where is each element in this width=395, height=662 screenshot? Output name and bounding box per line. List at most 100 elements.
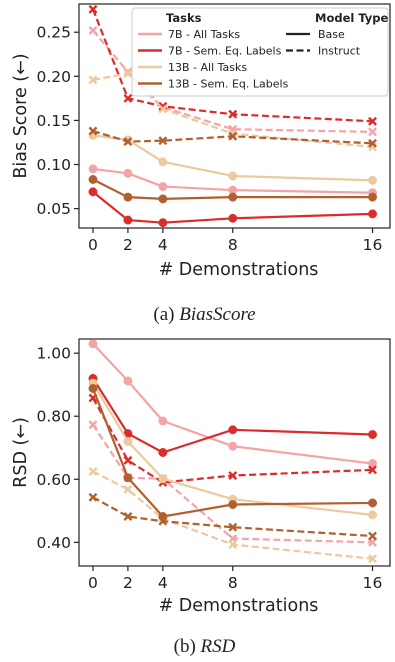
- chart-2: 0.40 0.60 0.80 1.00 0 2 4 8 16 # Demonstrations RS…: [11, 338, 391, 657]
- data-point-x: [368, 127, 377, 137]
- data-point-circle: [123, 473, 133, 483]
- series-7b-all-tasks-base: [88, 164, 377, 198]
- chart-caption: (b) RSD: [174, 636, 236, 657]
- series-7b-sem-eq-labels-instruct: [88, 393, 377, 487]
- data-point-circle: [368, 175, 377, 185]
- data-point-x: [88, 466, 98, 476]
- x-tick-label: 4: [158, 574, 168, 592]
- data-point-circle: [88, 175, 98, 184]
- series-7b-all-tasks-base: [88, 339, 377, 468]
- legend: Tasks Model Type 7B - All Tasks 7B - Sem. E…: [131, 7, 389, 97]
- x-tick-label: 2: [123, 236, 133, 254]
- x-tick-label: 16: [363, 574, 383, 592]
- data-point-x: [123, 69, 133, 79]
- data-point-circle: [158, 182, 168, 192]
- series-13b-sem-eq-labels-instruct: [88, 126, 377, 148]
- y-tick-label: 0.20: [36, 68, 71, 86]
- data-point-x: [228, 522, 238, 532]
- data-point-x: [228, 109, 238, 119]
- data-point-circle: [88, 339, 98, 349]
- x-axis-label: # Demonstrations: [159, 596, 319, 616]
- data-point-circle: [228, 500, 238, 509]
- data-point-circle: [228, 213, 238, 223]
- data-point-x: [88, 492, 98, 502]
- x-axis-label: # Demonstrations: [159, 260, 319, 280]
- caption-prefix: (a): [153, 304, 179, 325]
- axes-frame: [78, 3, 391, 229]
- legend-entry-label: 13B - All Tasks: [168, 61, 247, 74]
- data-point-circle: [368, 192, 377, 202]
- x-tick-label: 4: [158, 236, 168, 254]
- y-tick-label: 0.60: [36, 471, 71, 489]
- data-point-x: [228, 540, 238, 550]
- x-tick-label: 0: [88, 574, 98, 592]
- data-point-x: [123, 137, 133, 147]
- series-13b-sem-eq-labels-base: [88, 384, 377, 521]
- data-point-circle: [158, 448, 168, 457]
- y-tick-label: 0.80: [36, 408, 71, 426]
- data-point-x: [123, 484, 133, 494]
- y-tick-label: 1.00: [36, 345, 71, 363]
- data-point-circle: [368, 510, 377, 520]
- legend-title-model-type: Model Type: [315, 11, 389, 25]
- data-point-circle: [158, 218, 168, 228]
- data-point-circle: [228, 192, 238, 202]
- x-tick-label: 0: [88, 236, 98, 254]
- legend-entry-label: 7B - All Tasks: [168, 28, 240, 41]
- data-point-circle: [228, 425, 238, 435]
- series-7b-sem-eq-labels-base: [88, 187, 377, 228]
- series-13b-sem-eq-labels-instruct: [88, 492, 377, 541]
- data-point-x: [123, 455, 133, 465]
- data-point-x: [368, 116, 377, 126]
- chart-caption: (a) BiasScore: [153, 304, 255, 325]
- data-point-x: [158, 136, 168, 146]
- data-point-circle: [228, 441, 238, 451]
- chart-1: 0.05 0.10 0.15 0.20 0.25 0 2 4 8 16 # Demonstratio…: [11, 3, 391, 325]
- data-point-circle: [123, 192, 133, 202]
- data-point-circle: [368, 430, 377, 439]
- data-point-x: [88, 26, 98, 35]
- series-13b-all-tasks-instruct: [88, 69, 377, 152]
- series-line: [92, 397, 373, 484]
- data-point-x: [158, 104, 168, 114]
- legend-entry-label: 13B - Sem. Eq. Labels: [168, 78, 289, 91]
- data-point-x: [88, 4, 98, 14]
- data-point-x: [228, 471, 238, 480]
- legend-entry-instruct: Instruct: [318, 45, 361, 58]
- data-point-x: [368, 465, 377, 475]
- y-tick-label: 0.15: [36, 112, 71, 130]
- data-point-circle: [368, 209, 377, 219]
- data-point-circle: [123, 215, 133, 225]
- data-point-x: [123, 512, 133, 521]
- data-point-x: [158, 516, 168, 526]
- legend-box: [131, 7, 389, 97]
- series-line: [92, 129, 373, 145]
- x-tick-label: 16: [363, 236, 383, 254]
- x-tick-label: 8: [228, 574, 238, 592]
- data-point-circle: [88, 187, 98, 197]
- data-point-circle: [123, 437, 133, 446]
- legend-title-tasks: Tasks: [166, 11, 202, 25]
- data-point-circle: [368, 459, 377, 468]
- data-point-circle: [368, 498, 377, 508]
- legend-entry-label: 7B - Sem. Eq. Labels: [168, 45, 282, 58]
- series-line: [92, 29, 373, 133]
- data-point-x: [368, 554, 377, 564]
- y-tick-label: 0.10: [36, 156, 71, 174]
- data-point-x: [88, 126, 98, 136]
- y-tick-label: 0.05: [36, 200, 71, 218]
- data-point-x: [123, 93, 133, 103]
- series-13b-sem-eq-labels-base: [88, 175, 377, 204]
- caption-prefix: (b): [174, 636, 201, 657]
- data-point-x: [368, 138, 377, 148]
- data-point-circle: [123, 168, 133, 178]
- data-point-circle: [123, 376, 133, 386]
- y-tick-label: 0.25: [36, 24, 71, 42]
- data-point-x: [228, 131, 238, 141]
- data-point-circle: [158, 416, 168, 426]
- data-point-x: [88, 420, 98, 430]
- data-point-circle: [88, 384, 98, 393]
- caption-name: BiasScore: [179, 304, 255, 325]
- axes-frame: [78, 338, 391, 567]
